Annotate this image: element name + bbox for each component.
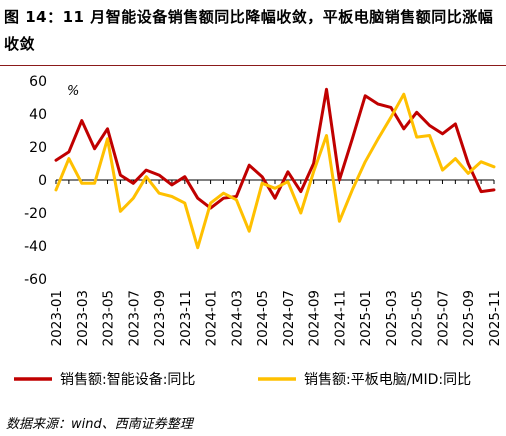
x-tick-label: 2025-09 — [461, 290, 477, 346]
y-tick-label: -40 — [24, 239, 47, 255]
chart-legend: 销售额:智能设备:同比 销售额:平板电脑/MID:同比 — [14, 371, 471, 388]
chart-series — [54, 87, 496, 250]
chart-axes: 60 40 20 0 -20 -40 -60% 2023-01 2023-03 2023-05 20… — [24, 74, 503, 346]
series-line-1 — [54, 87, 496, 210]
y-tick-label: 40 — [29, 107, 47, 123]
unit-label: % — [67, 84, 79, 99]
y-tick-label: 0 — [38, 173, 47, 189]
line-chart: 60 40 20 0 -20 -40 -60% 2023-01 2023-03 2023-05 20… — [14, 74, 503, 388]
x-tick-label: 2023-03 — [75, 290, 91, 346]
x-tick-label: 2024-11 — [332, 290, 348, 346]
x-tick-label: 2024-03 — [229, 290, 245, 346]
x-tick-label: 2024-07 — [281, 290, 297, 346]
legend-label: 销售额:智能设备:同比 — [60, 371, 195, 388]
y-tick-label: 20 — [29, 140, 47, 156]
series-line-2 — [54, 92, 496, 250]
y-tick-label: 60 — [29, 74, 47, 90]
x-tick-label: 2024-05 — [255, 290, 271, 346]
x-tick-label: 2025-01 — [358, 290, 374, 346]
x-tick-label: 2023-11 — [178, 290, 194, 346]
x-tick-label: 2023-07 — [126, 290, 142, 346]
x-tick-label: 2025-05 — [410, 290, 426, 346]
x-tick-label: 2024-01 — [204, 290, 220, 346]
title-divider — [0, 65, 506, 66]
x-tick-label: 2024-09 — [307, 290, 323, 346]
x-tick-label: 2023-09 — [152, 290, 168, 346]
x-tick-label: 2025-07 — [435, 290, 451, 346]
source-note: 数据来源：wind、西南证券整理 — [6, 417, 193, 432]
x-tick-label: 2023-01 — [49, 290, 65, 346]
y-tick-label: -60 — [24, 272, 47, 288]
x-tick-label: 2025-03 — [384, 290, 400, 346]
y-tick-label: -20 — [24, 206, 47, 222]
x-tick-label: 2025-11 — [487, 290, 503, 346]
legend-label: 销售额:平板电脑/MID:同比 — [304, 372, 471, 388]
x-tick-label: 2023-05 — [101, 290, 117, 346]
chart-title: 图 14：11 月智能设备销售额同比降幅收敛，平板电脑销售额同比涨幅收敛 — [4, 8, 494, 53]
